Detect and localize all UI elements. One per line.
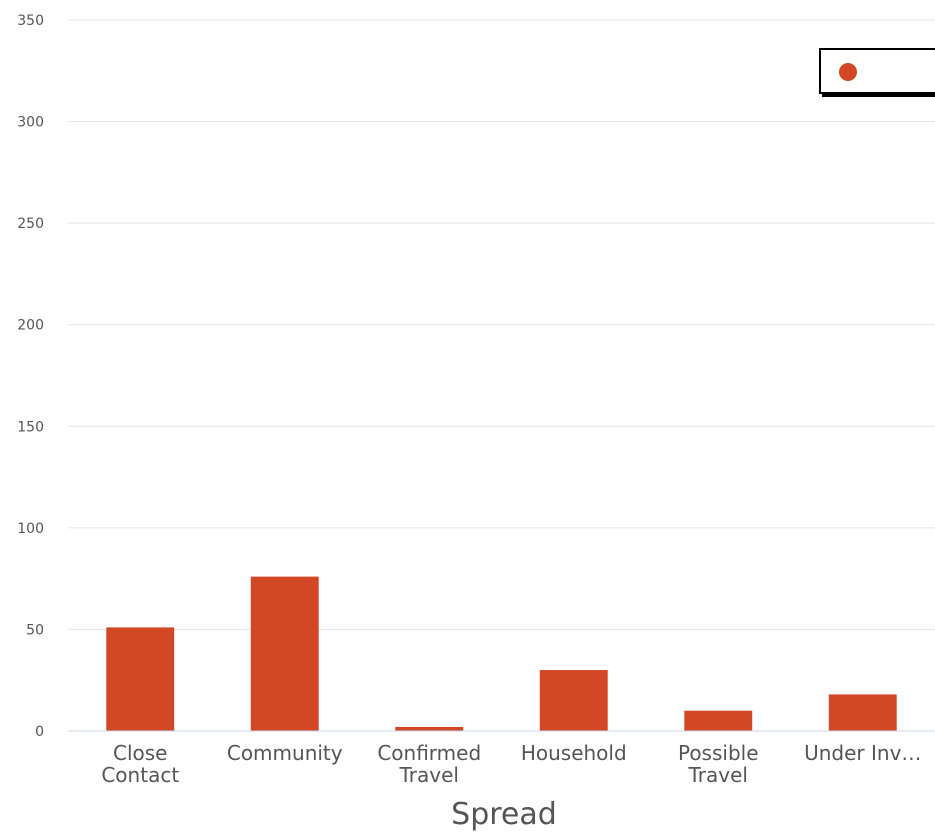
x-tick-label-line: Household: [521, 741, 627, 765]
x-tick-label: Under Inv…: [804, 741, 921, 765]
y-tick-label: 50: [26, 622, 44, 638]
gridlines: [68, 19, 935, 630]
x-tick-label: Close Contact: [101, 741, 179, 787]
x-tick-label: Household: [521, 741, 627, 765]
legend-marker: [839, 63, 857, 81]
y-tick-label: 350: [17, 13, 44, 29]
x-axis-title: Spread: [451, 797, 557, 832]
x-tick-label-line: Possible: [678, 741, 759, 765]
legend-box: [819, 48, 935, 94]
x-tick-label-line: Community: [227, 741, 343, 765]
x-tick-label-line: Confirmed: [377, 741, 481, 765]
bars: [106, 576, 897, 731]
y-axis-ticks: 0 50 100 150 200 250 300 350: [17, 13, 44, 740]
y-tick-label: 250: [17, 216, 44, 232]
y-tick-label: 0: [35, 724, 44, 740]
bar[interactable]: [106, 627, 175, 731]
bar[interactable]: [250, 576, 319, 731]
y-tick-label: 100: [17, 521, 44, 537]
x-tick-label: Confirmed Travel: [377, 741, 481, 787]
legend[interactable]: [819, 48, 935, 97]
x-tick-label: Possible Travel: [678, 741, 759, 787]
bar[interactable]: [395, 726, 464, 731]
x-tick-label-line: Contact: [101, 763, 179, 787]
y-tick-label: 150: [17, 419, 44, 435]
bar[interactable]: [539, 670, 608, 731]
x-tick-label-line: Under Inv…: [804, 741, 921, 765]
x-tick-label-line: Close: [113, 741, 167, 765]
y-tick-label: 200: [17, 318, 44, 334]
x-tick-label: Community: [227, 741, 343, 765]
y-tick-label: 300: [17, 115, 44, 131]
x-tick-label-line: Travel: [399, 763, 459, 787]
bar[interactable]: [828, 694, 897, 731]
bar[interactable]: [684, 710, 753, 731]
x-tick-label-line: Travel: [688, 763, 748, 787]
